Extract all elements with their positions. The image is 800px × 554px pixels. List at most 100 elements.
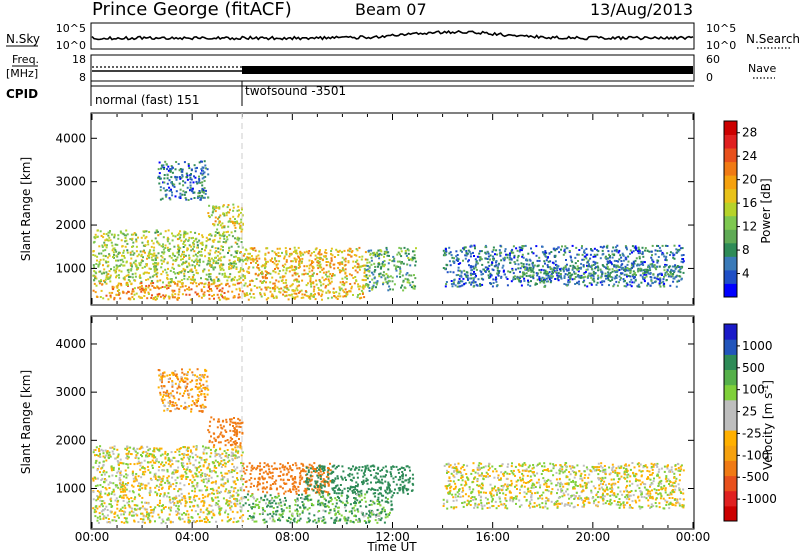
- data-cell: [183, 250, 185, 253]
- data-cell: [412, 284, 415, 287]
- data-cell: [506, 278, 509, 280]
- data-cell: [370, 249, 373, 252]
- data-cell: [680, 260, 683, 263]
- data-cell: [194, 510, 197, 513]
- data-cell: [233, 502, 236, 505]
- data-cell: [339, 295, 342, 298]
- data-cell: [134, 496, 137, 499]
- data-cell: [212, 446, 215, 449]
- data-cell: [384, 251, 387, 254]
- data-cell: [474, 281, 477, 284]
- data-cell: [181, 193, 184, 196]
- data-cell: [568, 272, 570, 275]
- data-cell: [104, 260, 107, 263]
- data-cell: [184, 231, 187, 234]
- data-cell: [164, 189, 167, 192]
- data-cell: [238, 237, 241, 240]
- data-cell: [176, 500, 179, 503]
- data-cell: [531, 251, 534, 254]
- data-cell: [122, 489, 125, 491]
- data-cell: [354, 269, 357, 272]
- data-cell: [195, 448, 198, 451]
- data-cell: [214, 438, 217, 441]
- data-cell: [109, 280, 112, 283]
- data-cell: [362, 264, 365, 267]
- data-cell: [122, 264, 125, 267]
- data-cell: [181, 253, 184, 256]
- data-cell: [96, 507, 99, 510]
- data-cell: [140, 454, 142, 456]
- data-cell: [234, 422, 237, 425]
- data-cell: [155, 265, 158, 268]
- data-cell: [134, 263, 137, 266]
- data-cell: [289, 266, 291, 269]
- data-cell: [210, 234, 213, 237]
- data-cell: [651, 265, 654, 268]
- data-cell: [218, 462, 221, 465]
- data-cell: [368, 265, 371, 268]
- data-cell: [284, 281, 287, 284]
- data-cell: [207, 388, 210, 391]
- data-cell: [452, 281, 455, 284]
- data-cell: [445, 281, 448, 283]
- data-cell: [237, 493, 240, 496]
- data-cell: [383, 263, 386, 266]
- data-cell: [107, 273, 110, 276]
- data-cell: [615, 266, 618, 269]
- data-cell: [638, 249, 641, 252]
- data-cell: [122, 249, 125, 252]
- data-cell: [547, 256, 549, 259]
- data-cell: [160, 511, 163, 514]
- data-cell: [188, 368, 191, 371]
- data-cell: [167, 284, 170, 287]
- data-cell: [121, 496, 123, 499]
- data-cell: [238, 282, 241, 285]
- data-cell: [104, 449, 107, 452]
- data-cell: [601, 249, 604, 252]
- data-cell: [201, 194, 204, 197]
- data-cell: [271, 294, 274, 297]
- data-cell: [264, 258, 267, 261]
- data-cell: [294, 249, 297, 252]
- data-cell: [569, 264, 572, 267]
- data-cell: [303, 293, 306, 296]
- data-cell: [597, 274, 600, 277]
- data-cell: [201, 519, 203, 522]
- data-cell: [227, 225, 230, 228]
- data-cell: [228, 247, 230, 250]
- data-cell: [240, 211, 242, 214]
- data-cell: [207, 215, 210, 217]
- data-cell: [183, 277, 186, 280]
- data-cell: [109, 239, 112, 242]
- data-cell: [143, 507, 146, 510]
- data-cell: [250, 296, 253, 299]
- data-cell: [207, 262, 210, 265]
- data-cell: [140, 282, 143, 284]
- data-cell: [182, 184, 185, 187]
- data-cell: [365, 269, 368, 272]
- data-cell: [222, 213, 225, 216]
- data-cell: [203, 520, 206, 523]
- data-cell: [563, 277, 566, 279]
- data-cell: [668, 274, 671, 277]
- data-cell: [328, 282, 331, 285]
- data-cell: [208, 493, 211, 496]
- data-cell: [115, 519, 118, 522]
- data-cell: [379, 249, 382, 252]
- data-cell: [459, 280, 462, 283]
- data-cell: [529, 276, 532, 278]
- data-cell: [210, 289, 213, 292]
- data-cell: [149, 486, 152, 489]
- data-cell: [150, 296, 153, 299]
- data-cell: [264, 286, 267, 289]
- data-cell: [566, 273, 569, 276]
- data-cell: [207, 281, 210, 284]
- data-cell: [141, 241, 144, 244]
- data-cell: [627, 255, 630, 258]
- data-cell: [273, 290, 276, 293]
- data-cell: [199, 181, 202, 184]
- data-cell: [135, 245, 138, 248]
- data-cell: [495, 249, 498, 252]
- data-cell: [243, 295, 246, 298]
- data-cell: [203, 373, 206, 376]
